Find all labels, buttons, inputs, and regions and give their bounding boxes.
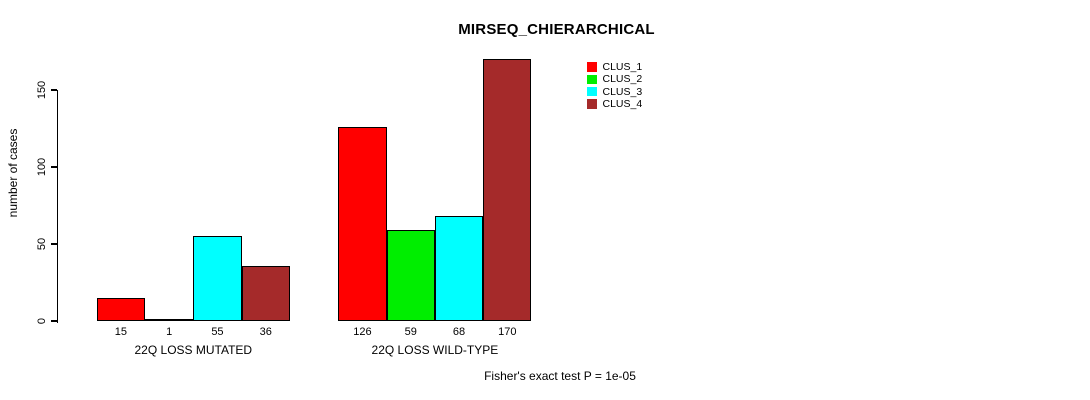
legend-swatch-clus_4 <box>587 99 597 109</box>
y-axis-tick-label: 100 <box>36 157 48 177</box>
bar-value-label: 170 <box>498 326 517 338</box>
legend-label: CLUS_4 <box>602 97 643 110</box>
bar-clus_4-group2 <box>483 59 532 321</box>
legend-label: CLUS_2 <box>602 73 643 86</box>
y-axis-tick <box>51 243 57 245</box>
bar-clus_4-group1 <box>241 265 290 321</box>
bar-value-label: 59 <box>404 326 417 338</box>
legend-label: CLUS_1 <box>602 61 643 73</box>
y-axis-tick <box>51 166 57 168</box>
bar-value-label: 1 <box>166 326 173 338</box>
bar-clus_1-group1 <box>96 297 145 321</box>
bar-clus_2-group1 <box>145 319 194 322</box>
bar-clus_2-group2 <box>386 230 435 321</box>
y-axis-line <box>56 90 58 323</box>
fisher-test-annotation: Fisher's exact test P = 1e-05 <box>484 369 636 383</box>
chart-title: MIRSEQ_CHIERARCHICAL <box>458 21 655 38</box>
bar-value-label: 55 <box>211 326 224 338</box>
legend-item: CLUS_4 <box>587 98 642 110</box>
bar-value-label: 68 <box>452 326 466 338</box>
legend: CLUS_1 CLUS_2 CLUS_3 CLUS_4 <box>587 61 642 110</box>
bar-clus_3-group1 <box>193 236 242 321</box>
x-axis-group-label: 22Q LOSS MUTATED <box>134 343 253 357</box>
y-axis-tick-label: 50 <box>36 237 48 251</box>
y-axis-tick <box>51 320 57 322</box>
bar-value-label: 36 <box>259 326 272 338</box>
y-axis-label: number of cases <box>6 128 20 218</box>
legend-item: CLUS_3 <box>587 86 642 98</box>
bar-clus_3-group2 <box>434 216 484 321</box>
x-axis-group-label: 22Q LOSS WILD-TYPE <box>371 343 499 357</box>
y-axis-tick-label: 0 <box>36 317 48 325</box>
y-axis-tick-label: 150 <box>36 80 48 100</box>
legend-swatch-clus_1 <box>587 62 597 72</box>
legend-label: CLUS_3 <box>602 85 643 98</box>
bar-clus_1-group2 <box>338 126 387 321</box>
bar-value-label: 126 <box>353 326 372 338</box>
legend-swatch-clus_3 <box>587 86 597 97</box>
legend-item: CLUS_2 <box>587 73 642 85</box>
legend-item: CLUS_1 <box>587 61 642 73</box>
y-axis-tick <box>51 89 57 91</box>
legend-swatch-clus_2 <box>587 74 597 85</box>
bar-value-label: 15 <box>114 326 127 338</box>
